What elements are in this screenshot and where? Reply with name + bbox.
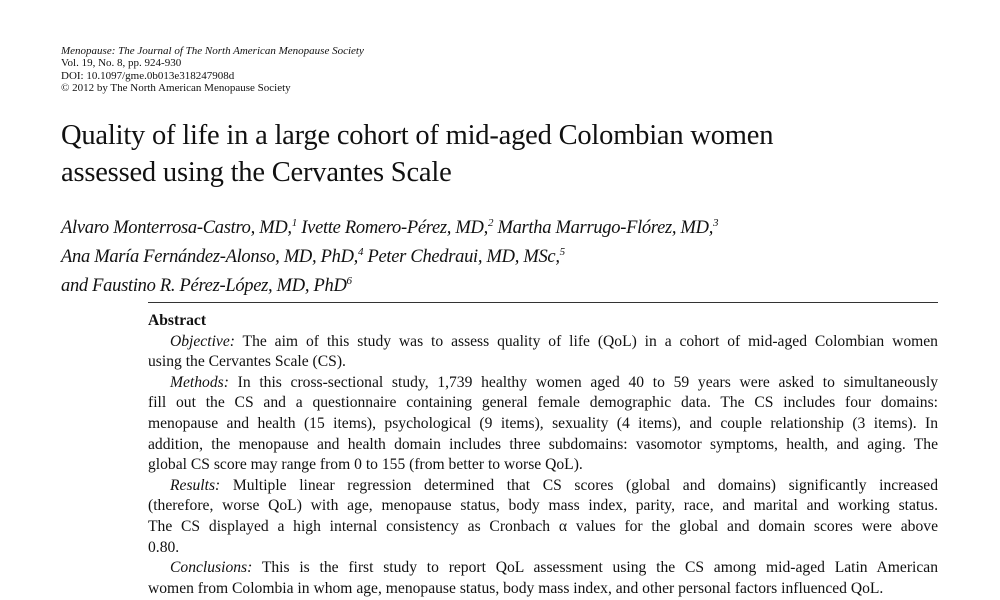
paper-title: Quality of life in a large cohort of mid… xyxy=(61,117,773,191)
divider xyxy=(148,302,938,303)
author-list: Alvaro Monterrosa-Castro, MD,1 Ivette Ro… xyxy=(61,211,719,298)
volume-info: Vol. 19, No. 8, pp. 924-930 xyxy=(61,57,182,70)
line-text: addition, the menopause and health domai… xyxy=(148,435,938,453)
section-label: Conclusions: xyxy=(170,559,253,577)
title-line: assessed using the Cervantes Scale xyxy=(61,157,452,188)
section-label: Methods: xyxy=(170,373,229,391)
author: Ivette Romero-Pérez, MD, xyxy=(301,218,488,239)
journal-header: Menopause: The Journal of The North Amer… xyxy=(61,45,364,94)
author-line: Ana María Fernández-Alonso, MD, PhD,4 Pe… xyxy=(61,240,718,269)
line-text: (therefore, worse QoL) with age, menopau… xyxy=(148,497,938,515)
author: Peter Chedraui, MD, MSc, xyxy=(367,247,560,268)
abstract-heading: Abstract xyxy=(148,312,207,329)
abstract-line: addition, the menopause and health domai… xyxy=(148,435,938,456)
line-text: global CS score may range from 0 to 155 … xyxy=(148,456,583,474)
abstract-line: Results: Multiple linear regression dete… xyxy=(148,476,938,497)
abstract-line: Methods: In this cross-sectional study, … xyxy=(148,373,938,394)
affiliation-mark: 2 xyxy=(487,217,494,229)
author: Ana María Fernández-Alonso, MD, PhD, xyxy=(61,247,358,268)
line-text: The CS displayed a high internal consist… xyxy=(148,517,938,535)
author-line: Alvaro Monterrosa-Castro, MD,1 Ivette Ro… xyxy=(61,211,719,240)
author-line: and Faustino R. Pérez-López, MD, PhD6 xyxy=(61,269,718,298)
abstract: Abstract Objective: The aim of this stud… xyxy=(148,311,938,599)
section-label: Objective: xyxy=(170,332,235,350)
affiliation-mark: 3 xyxy=(713,217,719,229)
abstract-line: using the Cervantes Scale (CS). xyxy=(148,352,938,373)
line-text: fill out the CS and a questionnaire cont… xyxy=(148,394,938,412)
abstract-line: The CS displayed a high internal consist… xyxy=(148,517,938,538)
journal-name: Menopause: The Journal of The North Amer… xyxy=(61,45,364,57)
affiliation-mark: 6 xyxy=(346,275,353,288)
abstract-line: women from Colombia in whom age, menopau… xyxy=(148,579,938,600)
affiliation-mark: 5 xyxy=(559,246,566,259)
abstract-paragraph: Conclusions: This is the first study to … xyxy=(148,558,938,599)
title-line: Quality of life in a large cohort of mid… xyxy=(61,120,774,151)
copyright: © 2012 by The North American Menopause S… xyxy=(61,81,291,94)
abstract-line: global CS score may range from 0 to 155 … xyxy=(148,455,938,476)
abstract-paragraph: Methods: In this cross-sectional study, … xyxy=(148,373,938,476)
abstract-paragraph: Results: Multiple linear regression dete… xyxy=(148,476,938,558)
affiliation-mark: 1 xyxy=(291,217,298,229)
abstract-line: (therefore, worse QoL) with age, menopau… xyxy=(148,496,938,517)
line-text: Multiple linear regression determined th… xyxy=(232,476,939,494)
abstract-paragraph: Objective: The aim of this study was to … xyxy=(148,332,938,373)
affiliation-mark: 4 xyxy=(357,246,364,259)
author: Alvaro Monterrosa-Castro, MD, xyxy=(61,218,292,239)
line-text: This is the first study to report QoL as… xyxy=(261,559,938,577)
author: and Faustino R. Pérez-López, MD, PhD xyxy=(61,276,347,297)
doi: DOI: 10.1097/gme.0b013e318247908d xyxy=(61,69,235,82)
line-text: 0.80. xyxy=(148,538,180,556)
line-text: menopause and health (15 items), psychol… xyxy=(148,414,938,432)
abstract-line: Conclusions: This is the first study to … xyxy=(148,558,938,579)
line-text: using the Cervantes Scale (CS). xyxy=(148,353,346,371)
line-text: In this cross-sectional study, 1,739 hea… xyxy=(237,373,939,391)
abstract-line: fill out the CS and a questionnaire cont… xyxy=(148,393,938,414)
line-text: women from Colombia in whom age, menopau… xyxy=(148,579,884,597)
line-text: The aim of this study was to assess qual… xyxy=(242,332,938,350)
section-label: Results: xyxy=(170,476,221,494)
abstract-line: menopause and health (15 items), psychol… xyxy=(148,414,938,435)
abstract-line: Objective: The aim of this study was to … xyxy=(148,332,938,353)
abstract-line: 0.80. xyxy=(148,538,938,559)
author: Martha Marrugo-Flórez, MD, xyxy=(497,218,714,239)
